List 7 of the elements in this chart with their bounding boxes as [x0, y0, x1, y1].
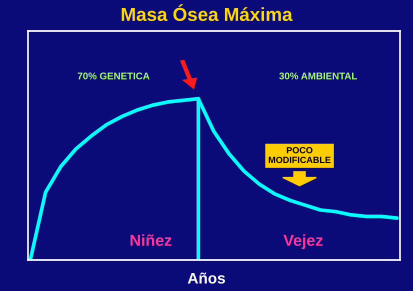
- text: 30% AMBIENTAL: [279, 72, 358, 80]
- annotation: Niñez: [130, 234, 172, 246]
- text: 70% GENETICA: [78, 72, 150, 80]
- x-axis-title: Años: [188, 272, 225, 284]
- annotation: Vejez: [283, 234, 323, 250]
- chart-title: Masa Ósea Máxima: [122, 4, 293, 22]
- annotation: POCO MODIFICABLE: [268, 146, 331, 164]
